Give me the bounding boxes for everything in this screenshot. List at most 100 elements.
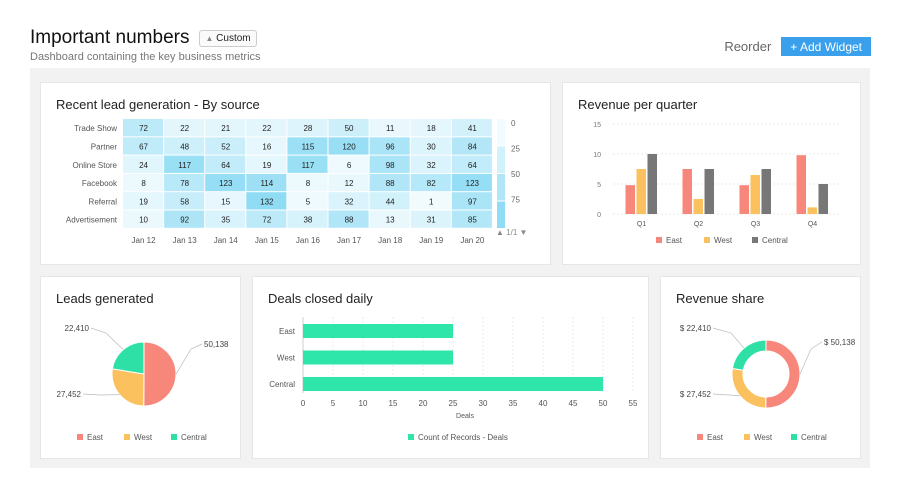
cell-value: 114 (260, 179, 273, 188)
heatmap-cell (205, 210, 246, 228)
heatmap-cell (451, 210, 492, 228)
heatmap-cell (410, 155, 451, 173)
heatmap-cell (205, 155, 246, 173)
cell-value: 96 (386, 142, 395, 151)
heatmap-cell (123, 192, 164, 210)
bar-central (647, 154, 657, 214)
slice-west (731, 367, 767, 409)
leader-line (799, 341, 823, 375)
heatmap-cell (451, 137, 492, 155)
x-axis-label: Deals (456, 413, 474, 420)
scale-swatch (497, 201, 505, 228)
widget-title: Revenue share (676, 291, 765, 306)
cell-value: 41 (468, 124, 477, 133)
x-tick-label: 50 (599, 399, 608, 408)
y-tick-label: East (279, 327, 296, 336)
slice-label: $ 22,410 (680, 324, 712, 333)
cell-value: 72 (139, 124, 148, 133)
cell-value: 18 (427, 124, 436, 133)
column-label: Jan 19 (419, 236, 444, 245)
cell-value: 123 (466, 179, 480, 188)
row-label: Trade Show (74, 124, 117, 133)
cell-value: 24 (139, 161, 148, 170)
custom-badge[interactable]: ▲ Custom (199, 29, 257, 47)
heatmap-cell (205, 137, 246, 155)
leader-line (82, 393, 120, 396)
y-tick-label: 5 (597, 182, 601, 189)
legend-label: West (134, 433, 153, 442)
bar-west (750, 175, 760, 214)
x-tick-label: 10 (359, 399, 368, 408)
cell-value: 117 (178, 161, 191, 170)
heatmap-cell (410, 119, 451, 137)
heatmap-cell (246, 155, 287, 173)
cell-value: 8 (306, 179, 311, 188)
heatmap-cell (164, 137, 205, 155)
slice-east (143, 341, 177, 407)
scale-label: 0 (511, 119, 516, 128)
cell-value: 78 (180, 179, 189, 188)
cell-value: 11 (386, 124, 395, 133)
heatmap-cell (451, 192, 492, 210)
row-label: Advertisement (66, 216, 118, 225)
cell-value: 6 (347, 161, 352, 170)
cell-value: 44 (386, 197, 395, 206)
reorder-button[interactable]: Reorder (724, 39, 772, 54)
row-label: Partner (91, 142, 118, 151)
x-tick-label: 55 (629, 399, 638, 408)
cell-value: 88 (386, 179, 395, 188)
slice-central (111, 341, 145, 375)
heatmap-cell (410, 173, 451, 192)
heatmap-widget[interactable]: Recent lead generation - By source Trade… (40, 82, 551, 265)
bar-central (818, 184, 828, 214)
heatmap-cell (164, 210, 205, 228)
cell-value: 12 (345, 179, 354, 188)
heatmap-cell (287, 210, 328, 228)
slice-label: 50,138 (204, 340, 229, 349)
heatmap-cell (123, 210, 164, 228)
cell-value: 64 (468, 161, 477, 170)
column-label: Jan 12 (132, 236, 157, 245)
heatmap-cell (246, 192, 287, 210)
heatmap-cell (328, 119, 369, 137)
legend-label: Central (762, 236, 788, 245)
heatmap-cell (123, 137, 164, 155)
heatmap-cell (328, 192, 369, 210)
slice-label: 27,452 (57, 390, 82, 399)
bar-east (739, 185, 749, 214)
cell-value: 85 (468, 216, 477, 225)
cell-value: 1 (429, 197, 434, 206)
x-tick-label: 45 (569, 399, 578, 408)
heatmap-cell (369, 173, 410, 192)
legend-swatch (744, 434, 750, 440)
scale-swatch (497, 146, 505, 173)
header-actions: Reorder + Add Widget (724, 37, 871, 56)
revenue-share-widget[interactable]: Revenue share $ 50,138 $ 27,452 $ 22,410 Ea… (660, 276, 861, 459)
heatmap-cell (328, 210, 369, 228)
heatmap-cell (123, 119, 164, 137)
widget-title: Recent lead generation - By source (56, 97, 260, 112)
legend-label: Count of Records - Deals (418, 433, 508, 442)
leader-line (90, 327, 124, 350)
heatmap-cell (205, 173, 246, 192)
revenue-quarter-widget[interactable]: Revenue per quarter 0 5 10 15 Q1 Q2 Q3 Q4 East We… (562, 82, 861, 265)
leader-line (712, 327, 745, 349)
heatmap-cell (287, 192, 328, 210)
scale-swatch (497, 119, 505, 146)
heatmap-cell (246, 119, 287, 137)
leads-widget[interactable]: Leads generated 50,138 27,452 22,410 East We… (40, 276, 241, 459)
cell-value: 92 (180, 216, 189, 225)
x-tick-label: 35 (509, 399, 518, 408)
deals-widget[interactable]: Deals closed daily 0 5 10 15 20 25 30 35 40 45 50 5… (252, 276, 649, 459)
legend-swatch (752, 237, 758, 243)
cell-value: 98 (386, 161, 395, 170)
add-widget-button[interactable]: + Add Widget (781, 37, 871, 56)
legend-label: East (666, 236, 683, 245)
legend-swatch (656, 237, 662, 243)
row-label: Online Store (73, 161, 118, 170)
cell-value: 38 (303, 216, 312, 225)
legend-label: Central (181, 433, 207, 442)
slice-west (111, 368, 145, 407)
share-donut-chart: $ 50,138 $ 27,452 $ 22,410 East West Central (680, 324, 856, 442)
cell-value: 22 (180, 124, 189, 133)
